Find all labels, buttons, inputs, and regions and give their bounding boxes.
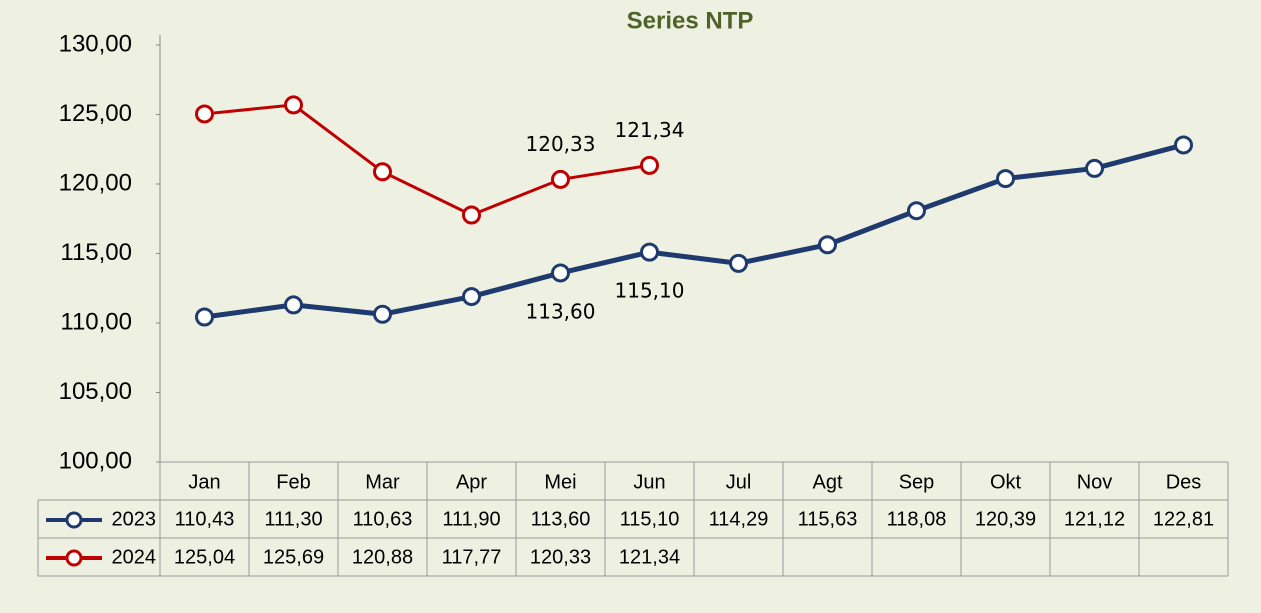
table-value: 111,30	[264, 508, 322, 530]
x-tick-label: Okt	[990, 471, 1022, 493]
data-label: 121,34	[615, 118, 685, 142]
point	[640, 155, 659, 175]
table-value: 121,34	[619, 546, 680, 568]
point	[818, 235, 837, 255]
y-tick-label: 105,00	[59, 378, 132, 405]
point	[373, 162, 392, 182]
x-tick-label: Jun	[633, 471, 665, 493]
x-tick-label: Des	[1166, 471, 1202, 493]
data-label: 113,60	[526, 299, 596, 323]
table-value: 120,39	[975, 508, 1036, 530]
y-tick-label: 100,00	[59, 447, 132, 474]
chart-title: Series NTP	[627, 7, 754, 34]
table-value: 118,08	[887, 508, 947, 530]
x-tick-label: Jan	[188, 471, 220, 493]
series-line	[204, 103, 650, 217]
table-value: 114,29	[709, 508, 769, 530]
legend-label: 2023	[112, 508, 157, 530]
legend-label: 2024	[112, 546, 157, 568]
table-value: 121,12	[1064, 508, 1125, 530]
legend-marker	[65, 511, 83, 529]
x-tick-label: Jul	[726, 471, 752, 493]
table-value: 125,04	[174, 546, 235, 568]
point	[284, 295, 303, 315]
series-line	[204, 142, 1185, 320]
table-value: 111,90	[442, 508, 500, 530]
point	[1174, 135, 1193, 155]
point	[1085, 158, 1104, 178]
x-tick-label: Feb	[276, 471, 310, 493]
point	[996, 169, 1015, 189]
point	[195, 307, 214, 327]
legend-marker	[65, 549, 83, 567]
table-value: 122,81	[1153, 508, 1214, 530]
x-tick-label: Sep	[899, 471, 935, 493]
table-value: 125,69	[263, 546, 324, 568]
point	[195, 104, 214, 124]
y-tick-label: 115,00	[60, 239, 132, 266]
table-value: 115,10	[620, 508, 680, 530]
data-label: 120,33	[526, 132, 596, 156]
point	[907, 201, 926, 221]
x-tick-label: Nov	[1077, 471, 1113, 493]
x-tick-label: Mar	[365, 471, 400, 493]
data-label: 115,10	[615, 279, 685, 303]
table-value: 110,43	[175, 508, 235, 530]
point	[729, 253, 748, 273]
point	[640, 242, 659, 262]
x-tick-label: Agt	[812, 471, 842, 493]
table-value: 120,88	[352, 546, 413, 568]
point	[462, 287, 481, 307]
table-value: 120,33	[530, 546, 591, 568]
x-tick-label: Mei	[544, 471, 576, 493]
table-value: 110,63	[353, 508, 413, 530]
table-value: 113,60	[531, 508, 591, 530]
point	[373, 304, 392, 324]
y-tick-label: 125,00	[59, 100, 132, 127]
y-tick-label: 120,00	[59, 169, 132, 196]
y-tick-label: 130,00	[59, 30, 132, 57]
point	[284, 95, 303, 115]
x-tick-label: Apr	[456, 471, 487, 493]
point	[462, 205, 481, 225]
y-tick-label: 110,00	[60, 308, 132, 335]
point	[551, 169, 570, 189]
table-value: 117,77	[442, 546, 502, 568]
point	[551, 263, 570, 283]
table-value: 115,63	[798, 508, 858, 530]
